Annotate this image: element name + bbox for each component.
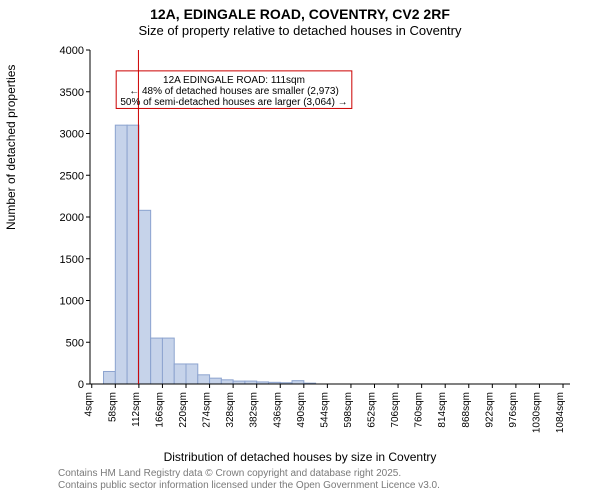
histogram-bar [221, 380, 233, 384]
x-tick-label: 922sqm [484, 392, 495, 428]
histogram-bar [174, 364, 186, 384]
annotation-line: 50% of semi-detached houses are larger (… [120, 97, 347, 108]
histogram-bar [198, 375, 210, 384]
svg-text:2500: 2500 [60, 170, 84, 182]
histogram-bar [115, 125, 127, 384]
histogram-bar [127, 125, 139, 384]
chart-title-main: 12A, EDINGALE ROAD, COVENTRY, CV2 2RF [0, 6, 600, 22]
chart-footer: Contains HM Land Registry data © Crown c… [58, 468, 440, 492]
histogram-bar [292, 381, 304, 384]
chart-svg: 0 500 1000 1500 2000 2500 3000 3500 4000 4sqm 58sq… [58, 44, 578, 434]
svg-text:1000: 1000 [60, 296, 84, 308]
x-tick-label: 652sqm [367, 392, 378, 428]
x-tick-label: 436sqm [272, 392, 283, 428]
svg-text:500: 500 [66, 337, 84, 349]
x-tick-label: 814sqm [437, 392, 448, 428]
x-tick-label: 328sqm [225, 392, 236, 428]
svg-text:4000: 4000 [60, 45, 84, 57]
x-tick-label: 760sqm [414, 392, 425, 428]
svg-text:3000: 3000 [60, 129, 84, 141]
x-tick-label: 166sqm [154, 392, 165, 428]
annotation-line: ← 48% of detached houses are smaller (2,… [129, 86, 339, 97]
x-tick-label: 706sqm [390, 392, 401, 428]
svg-text:2000: 2000 [60, 212, 84, 224]
histogram-bar [210, 378, 222, 384]
x-tick-label: 58sqm [107, 392, 118, 422]
annotation-line: 12A EDINGALE ROAD: 111sqm [163, 75, 305, 86]
svg-text:3500: 3500 [60, 87, 84, 99]
x-tick-label: 1084sqm [555, 392, 566, 433]
histogram-bar [162, 338, 174, 384]
histogram-bar [186, 364, 198, 384]
histogram-bar [139, 210, 151, 384]
x-tick-label: 112sqm [131, 392, 142, 427]
x-tick-label: 976sqm [508, 392, 519, 428]
x-tick-label: 382sqm [249, 392, 260, 428]
chart-title-sub: Size of property relative to detached ho… [0, 23, 600, 38]
chart-plot-area: 0 500 1000 1500 2000 2500 3000 3500 4000 4sqm 58sq… [58, 44, 578, 434]
x-tick-label: 868sqm [461, 392, 472, 428]
x-tick-label: 544sqm [319, 392, 330, 428]
x-tick-label: 220sqm [178, 392, 189, 428]
x-tick-label: 490sqm [296, 392, 307, 428]
svg-text:0: 0 [78, 379, 84, 391]
x-tick-label: 274sqm [202, 392, 213, 428]
x-tick-label: 598sqm [343, 392, 354, 428]
x-tick-label: 4sqm [84, 392, 95, 416]
footer-line-2: Contains public sector information licen… [58, 480, 440, 492]
y-axis-label: Number of detached properties [4, 65, 18, 230]
svg-text:1500: 1500 [60, 254, 84, 266]
x-axis-label: Distribution of detached houses by size … [0, 450, 600, 464]
footer-line-1: Contains HM Land Registry data © Crown c… [58, 468, 440, 480]
chart-title-block: 12A, EDINGALE ROAD, COVENTRY, CV2 2RF Si… [0, 0, 600, 38]
histogram-bar [151, 338, 163, 384]
x-tick-label: 1030sqm [531, 392, 542, 433]
histogram-bar [104, 371, 116, 384]
